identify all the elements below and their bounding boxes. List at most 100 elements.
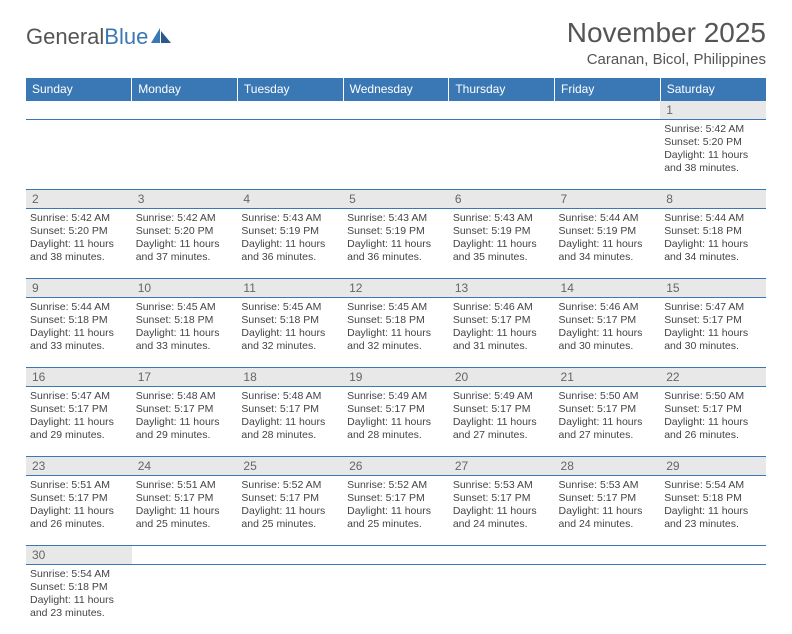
day-cell-content: Sunrise: 5:44 AMSunset: 5:19 PMDaylight:…: [559, 212, 657, 265]
day-number-cell: 22: [660, 367, 766, 386]
sunset-line: Sunset: 5:20 PM: [30, 225, 128, 238]
sunrise-line: Sunrise: 5:45 AM: [241, 301, 339, 314]
daylight-line: Daylight: 11 hours and 24 minutes.: [453, 505, 551, 531]
day-cell-content: Sunrise: 5:48 AMSunset: 5:17 PMDaylight:…: [241, 390, 339, 443]
sunrise-line: Sunrise: 5:51 AM: [136, 479, 234, 492]
day-cell: Sunrise: 5:46 AMSunset: 5:17 PMDaylight:…: [449, 297, 555, 367]
day-cell: Sunrise: 5:45 AMSunset: 5:18 PMDaylight:…: [343, 297, 449, 367]
day-cell: Sunrise: 5:44 AMSunset: 5:19 PMDaylight:…: [555, 208, 661, 278]
day-number-cell: 14: [555, 278, 661, 297]
daylight-line: Daylight: 11 hours and 25 minutes.: [136, 505, 234, 531]
sunrise-line: Sunrise: 5:45 AM: [347, 301, 445, 314]
day-cell: [237, 119, 343, 189]
daylight-line: Daylight: 11 hours and 33 minutes.: [30, 327, 128, 353]
sunset-line: Sunset: 5:18 PM: [30, 581, 128, 594]
sunset-line: Sunset: 5:18 PM: [347, 314, 445, 327]
sunset-line: Sunset: 5:17 PM: [347, 492, 445, 505]
week-row: Sunrise: 5:54 AMSunset: 5:18 PMDaylight:…: [26, 564, 766, 634]
day-cell: Sunrise: 5:47 AMSunset: 5:17 PMDaylight:…: [660, 297, 766, 367]
logo-text-1: General: [26, 24, 104, 50]
day-number-cell: [449, 100, 555, 119]
daylight-line: Daylight: 11 hours and 38 minutes.: [664, 149, 762, 175]
day-cell: [343, 564, 449, 634]
day-cell: [132, 119, 238, 189]
day-number-cell: 12: [343, 278, 449, 297]
day-cell: Sunrise: 5:50 AMSunset: 5:17 PMDaylight:…: [660, 386, 766, 456]
day-cell-content: Sunrise: 5:42 AMSunset: 5:20 PMDaylight:…: [30, 212, 128, 265]
logo-text-2: Blue: [104, 24, 148, 50]
day-number-cell: 13: [449, 278, 555, 297]
daylight-line: Daylight: 11 hours and 36 minutes.: [241, 238, 339, 264]
day-cell: [26, 119, 132, 189]
day-cell-content: Sunrise: 5:49 AMSunset: 5:17 PMDaylight:…: [453, 390, 551, 443]
daylight-line: Daylight: 11 hours and 36 minutes.: [347, 238, 445, 264]
day-cell-content: Sunrise: 5:49 AMSunset: 5:17 PMDaylight:…: [347, 390, 445, 443]
sunrise-line: Sunrise: 5:42 AM: [30, 212, 128, 225]
day-cell-content: Sunrise: 5:46 AMSunset: 5:17 PMDaylight:…: [559, 301, 657, 354]
daylight-line: Daylight: 11 hours and 37 minutes.: [136, 238, 234, 264]
day-number-cell: 9: [26, 278, 132, 297]
day-cell: Sunrise: 5:42 AMSunset: 5:20 PMDaylight:…: [132, 208, 238, 278]
logo-sail-icon: [151, 28, 173, 44]
weekday-header: Thursday: [449, 78, 555, 101]
day-cell: [555, 564, 661, 634]
daylight-line: Daylight: 11 hours and 23 minutes.: [664, 505, 762, 531]
daylight-line: Daylight: 11 hours and 32 minutes.: [241, 327, 339, 353]
daylight-line: Daylight: 11 hours and 33 minutes.: [136, 327, 234, 353]
daylight-line: Daylight: 11 hours and 34 minutes.: [664, 238, 762, 264]
sunset-line: Sunset: 5:20 PM: [664, 136, 762, 149]
sunset-line: Sunset: 5:19 PM: [559, 225, 657, 238]
sunrise-line: Sunrise: 5:44 AM: [559, 212, 657, 225]
daylight-line: Daylight: 11 hours and 26 minutes.: [664, 416, 762, 442]
sunset-line: Sunset: 5:17 PM: [30, 403, 128, 416]
day-number-cell: 30: [26, 545, 132, 564]
day-number-cell: 16: [26, 367, 132, 386]
sunset-line: Sunset: 5:17 PM: [241, 403, 339, 416]
daylight-line: Daylight: 11 hours and 27 minutes.: [453, 416, 551, 442]
sunrise-line: Sunrise: 5:46 AM: [453, 301, 551, 314]
day-cell-content: Sunrise: 5:43 AMSunset: 5:19 PMDaylight:…: [241, 212, 339, 265]
sunset-line: Sunset: 5:17 PM: [136, 403, 234, 416]
sunrise-line: Sunrise: 5:53 AM: [453, 479, 551, 492]
day-cell-content: Sunrise: 5:43 AMSunset: 5:19 PMDaylight:…: [347, 212, 445, 265]
week-row: Sunrise: 5:42 AMSunset: 5:20 PM Daylight:…: [26, 208, 766, 278]
day-number-cell: 5: [343, 189, 449, 208]
sunrise-line: Sunrise: 5:47 AM: [664, 301, 762, 314]
sunrise-line: Sunrise: 5:48 AM: [241, 390, 339, 403]
daylight-line: Daylight: 11 hours and 24 minutes.: [559, 505, 657, 531]
day-cell-content: Sunrise: 5:50 AMSunset: 5:17 PMDaylight:…: [559, 390, 657, 443]
sunset-line: Sunset: 5:17 PM: [664, 403, 762, 416]
day-number-cell: 25: [237, 456, 343, 475]
day-cell-content: Sunrise: 5:45 AMSunset: 5:18 PMDaylight:…: [136, 301, 234, 354]
weekday-header: Monday: [132, 78, 238, 101]
weekday-header: Saturday: [660, 78, 766, 101]
sunset-line: Sunset: 5:17 PM: [453, 403, 551, 416]
sunrise-line: Sunrise: 5:54 AM: [664, 479, 762, 492]
weekday-header: Sunday: [26, 78, 132, 101]
sunrise-line: Sunrise: 5:43 AM: [241, 212, 339, 225]
day-cell: Sunrise: 5:43 AMSunset: 5:19 PMDaylight:…: [237, 208, 343, 278]
daylight-line: Daylight: 11 hours and 34 minutes.: [559, 238, 657, 264]
day-number-cell: 4: [237, 189, 343, 208]
daynum-row: 30: [26, 545, 766, 564]
day-cell-content: Sunrise: 5:45 AMSunset: 5:18 PMDaylight:…: [347, 301, 445, 354]
daynum-row: 2345678: [26, 189, 766, 208]
day-number-cell: [343, 545, 449, 564]
sunrise-line: Sunrise: 5:45 AM: [136, 301, 234, 314]
day-number-cell: 10: [132, 278, 238, 297]
day-cell-content: Sunrise: 5:42 AMSunset: 5:20 PMDaylight:…: [136, 212, 234, 265]
day-cell: Sunrise: 5:50 AMSunset: 5:17 PMDaylight:…: [555, 386, 661, 456]
sunrise-line: Sunrise: 5:43 AM: [453, 212, 551, 225]
day-number-cell: [237, 100, 343, 119]
day-cell: Sunrise: 5:42 AMSunset: 5:20 PMDaylight:…: [26, 208, 132, 278]
day-number-cell: 2: [26, 189, 132, 208]
header: GeneralBlue November 2025 Caranan, Bicol…: [26, 18, 766, 68]
daylight-line: Daylight: 11 hours and 32 minutes.: [347, 327, 445, 353]
day-cell: Sunrise: 5:43 AMSunset: 5:19 PMDaylight:…: [449, 208, 555, 278]
day-number-cell: [237, 545, 343, 564]
sunrise-line: Sunrise: 5:50 AM: [559, 390, 657, 403]
day-cell: [237, 564, 343, 634]
day-number-cell: 3: [132, 189, 238, 208]
day-cell: Sunrise: 5:53 AMSunset: 5:17 PMDaylight:…: [449, 475, 555, 545]
day-cell: [449, 119, 555, 189]
